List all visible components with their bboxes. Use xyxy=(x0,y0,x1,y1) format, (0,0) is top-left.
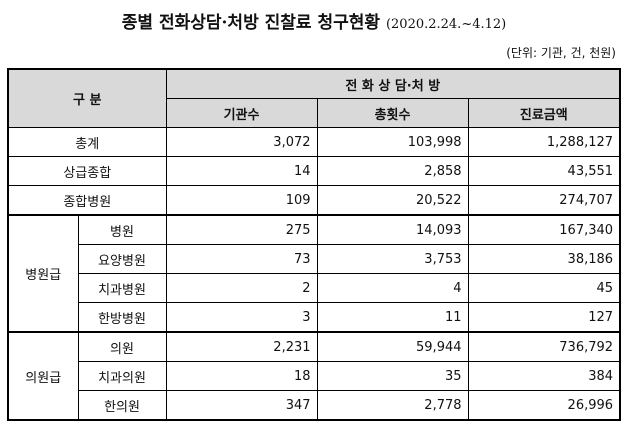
cell-count: 20,522 xyxy=(316,185,469,216)
cell-amount: 43,551 xyxy=(467,156,621,186)
cell-amount: 45 xyxy=(467,273,621,303)
title-text: 종별 전화상담·처방 진찰료 청구현황 xyxy=(121,13,381,33)
header-institutions: 기관수 xyxy=(165,98,318,128)
title-period: (2020.2.24.~4.12) xyxy=(385,17,507,32)
cell-institutions: 3,072 xyxy=(165,127,318,157)
cell-institutions: 2 xyxy=(165,273,318,303)
header-group: 전 화 상 담·처 방 xyxy=(165,68,621,99)
table-row: 종합병원 109 20,522 274,707 xyxy=(7,185,621,216)
cell-count: 2,858 xyxy=(316,156,469,186)
table-row: 한의원 347 2,778 26,996 xyxy=(8,390,621,421)
row-label: 치과병원 xyxy=(77,273,167,303)
cell-institutions: 14 xyxy=(165,156,318,186)
cell-institutions: 73 xyxy=(165,244,318,274)
row-label: 병원 xyxy=(77,214,167,245)
table-row: 요양병원 73 3,753 38,186 xyxy=(8,244,621,274)
row-label: 한의원 xyxy=(77,390,167,421)
cell-institutions: 18 xyxy=(165,361,318,391)
cell-count: 14,093 xyxy=(316,214,469,245)
row-label: 상급종합 xyxy=(7,156,167,186)
row-label: 요양병원 xyxy=(77,244,167,274)
table-row: 의원급 의원 2,231 59,944 736,792 xyxy=(7,331,621,421)
cell-amount: 736,792 xyxy=(467,331,621,362)
group-label-clinic: 의원급 xyxy=(7,331,79,421)
cell-count: 3,753 xyxy=(316,244,469,274)
cell-count: 103,998 xyxy=(316,127,469,157)
stats-table: 구 분 전 화 상 담·처 방 기관수 총횟수 진료금액 총계 3,072 10… xyxy=(7,68,622,421)
cell-institutions: 3 xyxy=(165,302,318,333)
header-category: 구 분 xyxy=(7,68,167,128)
cell-institutions: 109 xyxy=(165,185,318,216)
header-count: 총횟수 xyxy=(316,98,469,128)
table-row: 한방병원 3 11 127 xyxy=(8,302,621,333)
unit-note: (단위: 기관, 건, 천원) xyxy=(506,46,616,60)
table-row: 상급종합 14 2,858 43,551 xyxy=(7,156,621,186)
cell-count: 59,944 xyxy=(316,331,469,362)
cell-amount: 1,288,127 xyxy=(467,127,621,157)
header-amount: 진료금액 xyxy=(467,98,621,128)
row-label: 치과의원 xyxy=(77,361,167,391)
cell-count: 35 xyxy=(316,361,469,391)
row-label: 의원 xyxy=(77,331,167,362)
group-label-hospital: 병원급 xyxy=(7,214,79,333)
cell-amount: 38,186 xyxy=(467,244,621,274)
row-label: 총계 xyxy=(7,127,167,157)
table-row: 치과병원 2 4 45 xyxy=(8,273,621,303)
cell-amount: 26,996 xyxy=(467,390,621,421)
cell-amount: 167,340 xyxy=(467,214,621,245)
row-label: 종합병원 xyxy=(7,185,167,216)
cell-institutions: 275 xyxy=(165,214,318,245)
row-label: 한방병원 xyxy=(77,302,167,333)
cell-institutions: 2,231 xyxy=(165,331,318,362)
cell-amount: 384 xyxy=(467,361,621,391)
table-row: 병원급 병원 275 14,093 167,340 xyxy=(7,214,621,333)
page-title: 종별 전화상담·처방 진찰료 청구현황 (2020.2.24.~4.12) xyxy=(0,8,628,33)
cell-count: 2,778 xyxy=(316,390,469,421)
table-row: 치과의원 18 35 384 xyxy=(8,361,621,391)
cell-amount: 127 xyxy=(467,302,621,333)
cell-amount: 274,707 xyxy=(467,185,621,216)
cell-institutions: 347 xyxy=(165,390,318,421)
table-row: 총계 3,072 103,998 1,288,127 xyxy=(7,127,621,157)
cell-count: 11 xyxy=(316,302,469,333)
cell-count: 4 xyxy=(316,273,469,303)
